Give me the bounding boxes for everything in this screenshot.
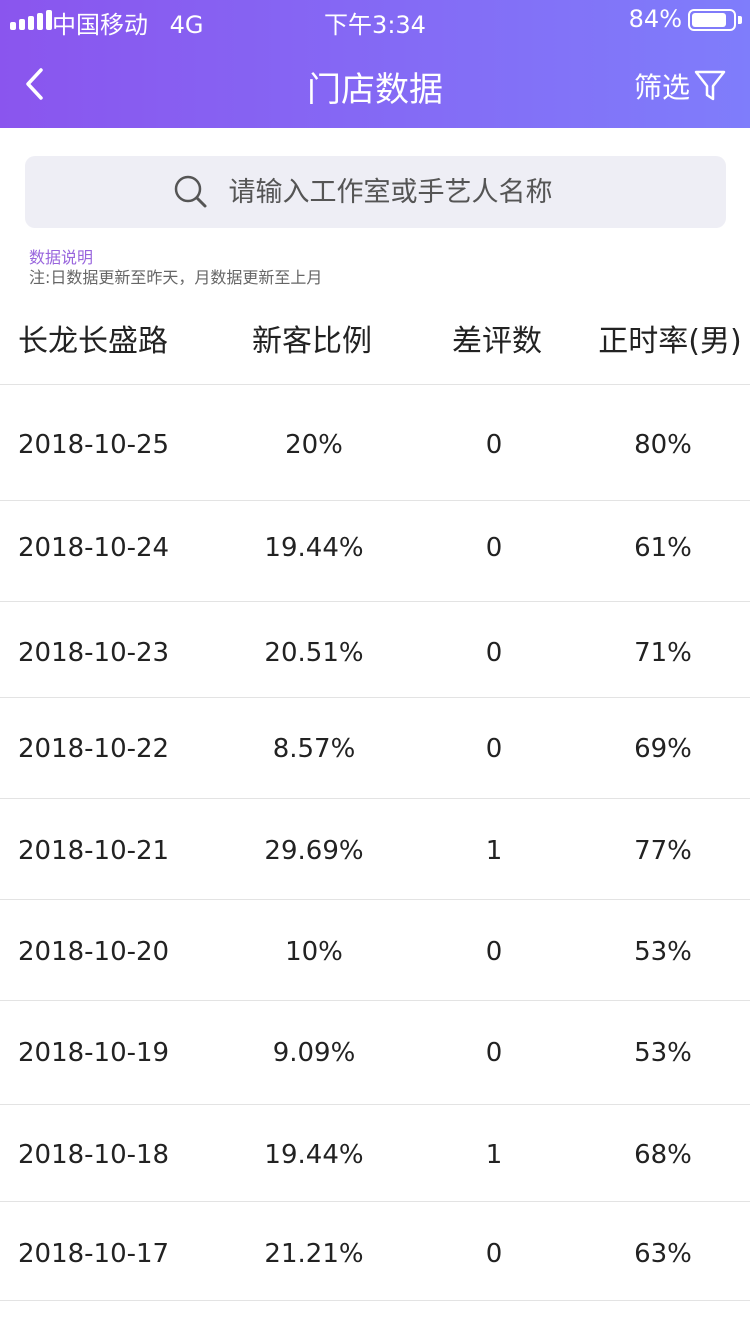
cell-new-ratio: 20.51% [264,638,364,668]
status-bar: 中国移动 4G 下午3:34 84% [0,0,750,40]
back-button[interactable] [14,62,54,106]
cell-on-time-rate: 71% [634,638,692,668]
funnel-icon [694,70,726,101]
filter-button[interactable]: 筛选 [634,66,726,106]
cell-bad-reviews: 0 [485,430,503,460]
cell-bad-reviews: 0 [485,937,503,967]
search-bar[interactable] [25,156,726,228]
battery-icon [688,9,736,31]
data-table: 2018-10-25 20% 0 80% 2018-10-24 19.44% 0 61% 201… [0,385,750,1301]
cell-bad-reviews: 0 [485,533,503,563]
cell-on-time-rate: 77% [634,836,692,866]
cell-date: 2018-10-21 [18,836,170,866]
cell-new-ratio: 8.57% [272,734,356,764]
cell-bad-reviews: 1 [485,836,503,866]
table-row[interactable]: 2018-10-23 20.51% 0 71% [0,602,750,698]
table-header: 长龙长盛路 新客比例 差评数 正时率(男) [0,300,750,385]
cell-on-time-rate: 53% [634,937,692,967]
data-note: 数据说明 注:日数据更新至昨天，月数据更新至上月 [29,248,322,288]
chevron-left-icon [26,68,43,100]
table-row[interactable]: 2018-10-17 21.21% 0 63% [0,1202,750,1301]
cell-bad-reviews: 0 [485,638,503,668]
search-input[interactable] [228,176,579,208]
cell-new-ratio: 21.21% [264,1239,364,1269]
cell-new-ratio: 20% [285,430,343,460]
status-time: 下午3:34 [324,11,426,39]
cell-new-ratio: 9.09% [272,1038,356,1068]
table-row[interactable]: 2018-10-25 20% 0 80% [0,385,750,501]
header-new-customer-ratio[interactable]: 新客比例 [252,324,372,359]
network-type: 4G [169,11,204,39]
nav-bar: 门店数据 筛选 [0,40,750,128]
cell-on-time-rate: 80% [634,430,692,460]
carrier-label: 中国移动 4G [52,5,204,40]
cell-date: 2018-10-20 [18,937,170,967]
cell-on-time-rate: 63% [634,1239,692,1269]
cell-new-ratio: 10% [285,937,343,967]
page-title: 门店数据 [307,70,443,110]
cell-on-time-rate: 69% [634,734,692,764]
cell-on-time-rate: 53% [634,1038,692,1068]
data-note-title[interactable]: 数据说明 [29,248,94,267]
table-row[interactable]: 2018-10-20 10% 0 53% [0,900,750,1001]
table-row[interactable]: 2018-10-19 9.09% 0 53% [0,1001,750,1105]
header-on-time-rate[interactable]: 正时率(男) [598,324,742,359]
cell-date: 2018-10-23 [18,638,170,668]
table-row[interactable]: 2018-10-21 29.69% 1 77% [0,799,750,900]
cell-new-ratio: 29.69% [264,836,364,866]
cell-new-ratio: 19.44% [264,533,364,563]
battery-percentage: 84% [628,5,682,33]
battery-tip [738,16,742,24]
header-store-name[interactable]: 长龙长盛路 [18,324,168,359]
signal-strength-icon [10,10,52,30]
cell-new-ratio: 19.44% [264,1140,364,1170]
data-note-text: 注:日数据更新至昨天，月数据更新至上月 [29,268,323,287]
header-bad-reviews[interactable]: 差评数 [452,324,542,359]
cell-bad-reviews: 0 [485,1239,503,1269]
cell-on-time-rate: 68% [634,1140,692,1170]
cell-date: 2018-10-25 [18,430,170,460]
table-row[interactable]: 2018-10-24 19.44% 0 61% [0,501,750,602]
cell-bad-reviews: 0 [485,734,503,764]
cell-date: 2018-10-17 [18,1239,170,1269]
filter-label: 筛选 [633,71,690,104]
table-row[interactable]: 2018-10-22 8.57% 0 69% [0,698,750,799]
carrier-name: 中国移动 [52,11,148,39]
cell-bad-reviews: 1 [485,1140,503,1170]
app-header: 中国移动 4G 下午3:34 84% 门店数据 筛选 [0,0,750,128]
cell-on-time-rate: 61% [634,533,692,563]
cell-date: 2018-10-19 [18,1038,170,1068]
cell-bad-reviews: 0 [485,1038,503,1068]
cell-date: 2018-10-18 [18,1140,170,1170]
cell-date: 2018-10-22 [18,734,170,764]
search-icon [174,175,206,208]
cell-date: 2018-10-24 [18,533,170,563]
table-row[interactable]: 2018-10-18 19.44% 1 68% [0,1105,750,1202]
